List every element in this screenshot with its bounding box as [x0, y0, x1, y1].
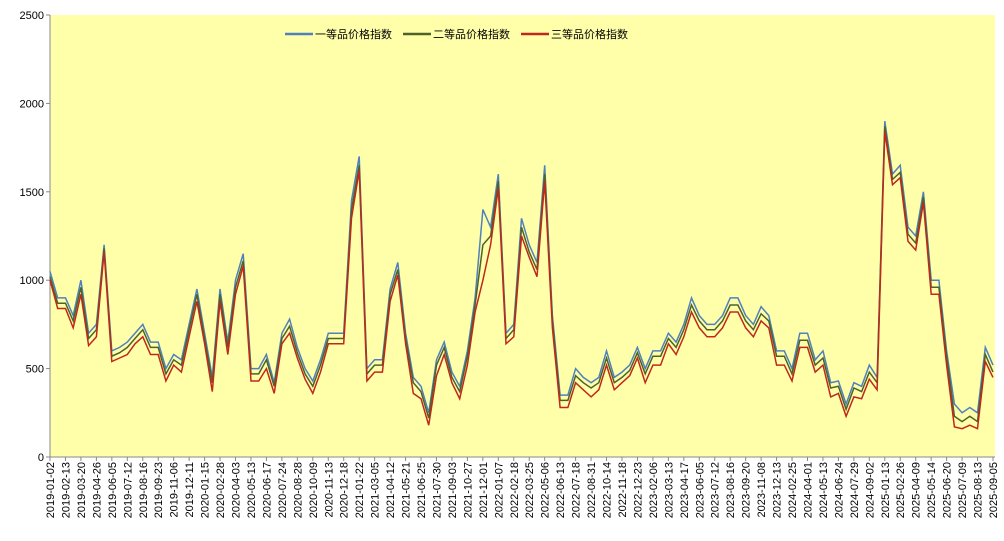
x-tick-label: 2022-01-07: [493, 462, 505, 518]
x-tick-label: 2020-02-28: [215, 462, 227, 518]
x-tick-label: 2021-09-03: [447, 462, 459, 518]
x-tick-label: 2022-06-13: [555, 462, 567, 518]
x-tick-label: 2023-04-17: [679, 462, 691, 518]
plot-area: [50, 15, 995, 457]
x-tick-label: 2023-12-13: [772, 462, 784, 518]
x-tick-label: 2025-02-26: [895, 462, 907, 518]
x-tick-label: 2019-09-23: [153, 462, 165, 518]
y-tick-label: 1500: [20, 187, 44, 199]
y-tick-label: 2000: [20, 98, 44, 110]
x-tick-label: 2023-08-16: [725, 462, 737, 518]
x-tick-label: 2019-01-02: [45, 462, 57, 518]
x-tick-label: 2023-03-13: [663, 462, 675, 518]
x-tick-label: 2020-06-17: [261, 462, 273, 518]
x-tick-label: 2022-03-25: [524, 462, 536, 518]
x-tick-label: 2024-09-02: [864, 462, 876, 518]
x-tick-label: 2019-12-11: [184, 462, 196, 517]
x-tick-label: 2019-07-12: [122, 462, 134, 518]
legend-label: 二等品价格指数: [433, 27, 510, 41]
x-tick-label: 2023-07-12: [710, 462, 722, 518]
y-tick-label: 2500: [20, 10, 44, 22]
x-tick-label: 2020-12-18: [339, 462, 351, 518]
series-line: [49, 126, 994, 423]
x-tick-label: 2022-08-31: [586, 462, 598, 518]
x-tick-label: 2019-06-05: [107, 462, 119, 518]
x-tick-label: 2023-02-06: [648, 462, 660, 518]
x-tick-label: 2020-05-13: [246, 462, 258, 518]
x-tick-label: 2024-06-24: [833, 462, 845, 518]
x-tick-label: 2023-09-20: [741, 462, 753, 518]
x-tick-label: 2021-01-22: [354, 462, 366, 518]
x-tick-label: 2024-07-29: [849, 462, 861, 518]
x-tick-label: 2025-04-09: [911, 462, 923, 518]
x-tick-label: 2025-01-13: [880, 462, 892, 518]
series-line: [49, 131, 994, 430]
x-tick-label: 2022-07-18: [571, 462, 583, 518]
x-tick-label: 2019-02-13: [60, 462, 72, 518]
x-tick-label: 2020-10-09: [308, 462, 320, 518]
x-tick-label: 2019-04-26: [91, 462, 103, 518]
legend-label: 一等品价格指数: [315, 27, 392, 41]
x-tick-label: 2024-05-13: [818, 462, 830, 518]
x-tick-label: 2025-09-05: [988, 462, 1000, 518]
x-tick-label: 2025-07-09: [957, 462, 969, 518]
x-tick-label: 2021-04-12: [385, 462, 397, 518]
x-tick-label: 2020-01-15: [200, 462, 212, 518]
x-tick-label: 2022-05-06: [540, 462, 552, 518]
x-tick-label: 2022-10-14: [602, 462, 614, 518]
x-tick-label: 2025-05-14: [926, 462, 938, 518]
y-tick-label: 1000: [20, 275, 44, 287]
x-tick-label: 2020-08-28: [292, 462, 304, 518]
x-tick-label: 2022-12-23: [632, 462, 644, 518]
x-tick-label: 2019-08-16: [138, 462, 150, 518]
x-tick-label: 2023-06-05: [694, 462, 706, 518]
x-tick-label: 2024-04-01: [802, 462, 814, 518]
x-tick-label: 2025-08-13: [973, 462, 985, 518]
x-tick-label: 2023-11-08: [756, 462, 768, 517]
y-tick-label: 0: [38, 452, 44, 464]
x-tick-label: 2021-03-05: [370, 462, 382, 518]
x-tick-label: 2022-02-18: [509, 462, 521, 518]
x-tick-label: 2021-07-30: [431, 462, 443, 518]
x-tick-label: 2022-11-18: [617, 462, 629, 517]
x-tick-label: 2019-03-20: [76, 462, 88, 518]
x-tick-label: 2021-05-21: [401, 462, 413, 518]
series-line: [49, 120, 994, 415]
x-tick-label: 2020-04-03: [231, 462, 243, 518]
x-tick-label: 2021-06-25: [416, 462, 428, 518]
legend-label: 三等品价格指数: [551, 27, 628, 41]
x-tick-label: 2025-06-20: [942, 462, 954, 518]
x-tick-label: 2020-07-24: [277, 462, 289, 518]
x-tick-label: 2019-11-06: [169, 462, 181, 517]
x-tick-label: 2020-11-13: [323, 462, 335, 517]
y-tick-label: 500: [26, 364, 44, 376]
x-tick-label: 2024-02-25: [787, 462, 799, 518]
x-tick-label: 2021-12-01: [478, 462, 490, 518]
x-tick-label: 2021-10-27: [462, 462, 474, 518]
